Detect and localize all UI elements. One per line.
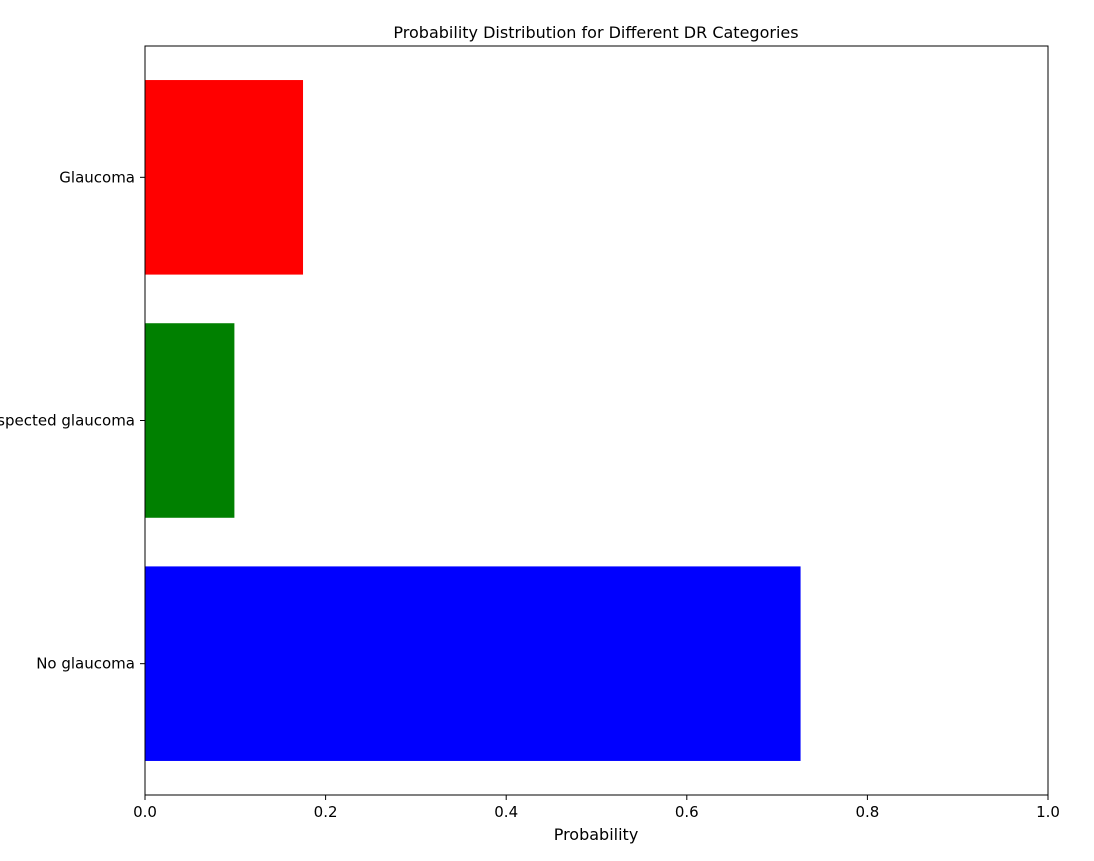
x-tick-label-2: 0.4 xyxy=(494,803,518,821)
bar-no-glaucoma xyxy=(145,566,801,761)
x-tick-label-5: 1.0 xyxy=(1036,803,1060,821)
x-tick-label-0: 0.0 xyxy=(133,803,157,821)
bars-group xyxy=(145,80,801,761)
bar-suspected-glaucoma xyxy=(145,323,235,518)
x-tick-label-3: 0.6 xyxy=(675,803,699,821)
x-tick-label-1: 0.2 xyxy=(314,803,338,821)
x-axis: 0.0 0.2 0.4 0.6 0.8 1.0 xyxy=(133,795,1060,821)
y-tick-label-suspected-glaucoma: Suspected glaucoma xyxy=(0,412,135,430)
y-tick-label-no-glaucoma: No glaucoma xyxy=(36,655,135,673)
bar-glaucoma xyxy=(145,80,304,275)
y-axis: No glaucoma Suspected glaucoma Glaucoma xyxy=(0,168,145,673)
chart-title: Probability Distribution for Different D… xyxy=(393,23,798,42)
x-tick-label-4: 0.8 xyxy=(855,803,879,821)
x-axis-label: Probability xyxy=(554,825,639,844)
y-tick-label-glaucoma: Glaucoma xyxy=(59,168,135,186)
